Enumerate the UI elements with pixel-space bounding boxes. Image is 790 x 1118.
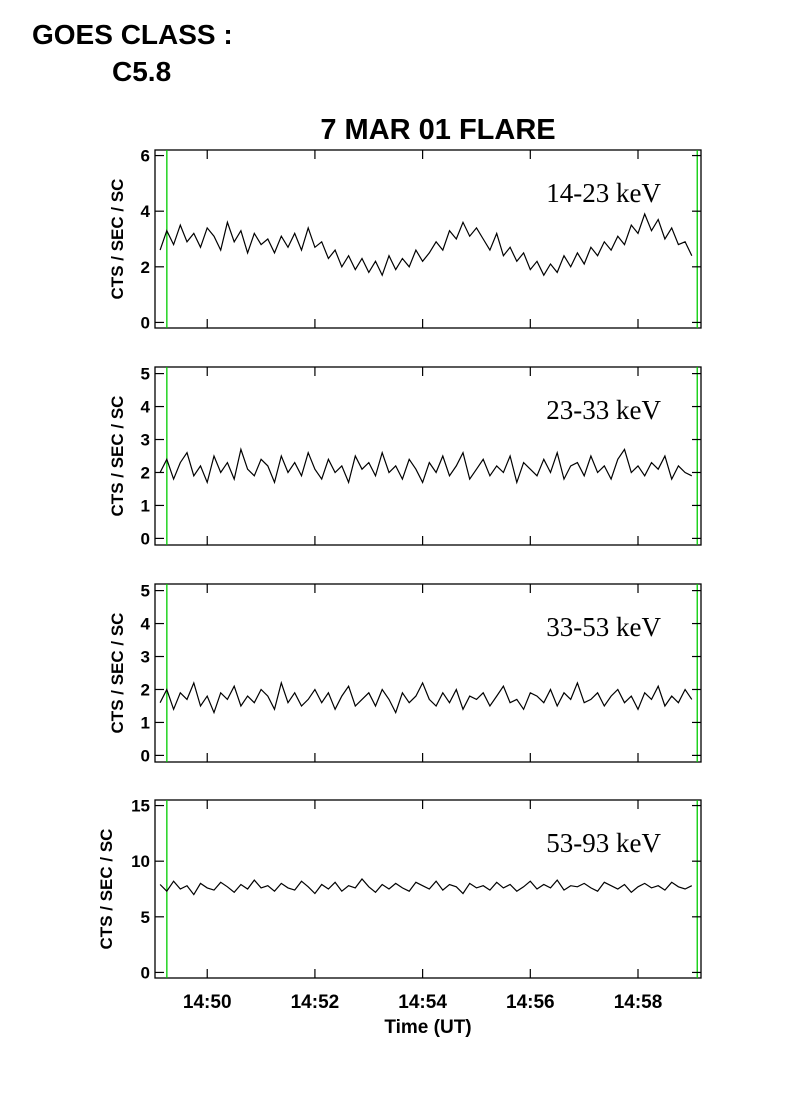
x-tick-label: 14:50 <box>183 992 232 1013</box>
y-tick-label: 0 <box>141 963 150 982</box>
data-line <box>159 447 693 485</box>
y-tick-label: 0 <box>141 746 150 765</box>
x-tick-label: 14:58 <box>614 992 663 1013</box>
y-axis-label: CTS / SEC / SC <box>108 179 127 300</box>
y-tick-label: 0 <box>141 313 150 332</box>
x-tick-label: 14:56 <box>506 992 555 1013</box>
plot-frame <box>154 799 702 979</box>
band-label: 23-33 keV <box>546 395 661 425</box>
y-tick-label: 5 <box>141 365 150 384</box>
y-tick-label: 15 <box>131 797 150 816</box>
y-tick-label: 1 <box>141 496 150 515</box>
data-line <box>159 878 693 896</box>
y-tick-label: 5 <box>141 582 150 601</box>
y-tick-label: 3 <box>141 648 150 667</box>
y-tick-label: 10 <box>131 852 150 871</box>
y-tick-label: 4 <box>141 615 151 634</box>
y-tick-label: 1 <box>141 713 150 732</box>
chart-title: 7 MAR 01 FLARE <box>320 114 555 146</box>
y-axis-label: CTS / SEC / SC <box>108 396 127 517</box>
y-tick-label: 2 <box>141 258 150 277</box>
plot-frame <box>154 366 702 546</box>
plot-frame <box>154 583 702 763</box>
band-label: 53-93 keV <box>546 828 661 858</box>
y-tick-label: 2 <box>141 680 150 699</box>
y-tick-label: 6 <box>141 147 150 166</box>
data-line <box>159 680 693 715</box>
x-tick-label: 14:52 <box>291 992 340 1013</box>
y-tick-label: 4 <box>141 398 151 417</box>
goes-label: GOES CLASS : <box>32 19 233 50</box>
goes-class: C5.8 <box>112 56 171 87</box>
y-tick-label: 5 <box>141 908 150 927</box>
y-tick-label: 4 <box>141 202 151 221</box>
y-tick-label: 0 <box>141 529 150 548</box>
y-tick-label: 2 <box>141 463 150 482</box>
x-axis-label: Time (UT) <box>384 1017 471 1038</box>
y-axis-label: CTS / SEC / SC <box>97 829 116 950</box>
y-axis-label: CTS / SEC / SC <box>108 613 127 734</box>
plot-frame <box>154 149 702 329</box>
y-tick-label: 3 <box>141 431 150 450</box>
band-label: 33-53 keV <box>546 612 661 642</box>
x-tick-label: 14:54 <box>398 992 447 1013</box>
band-label: 14-23 keV <box>546 178 661 208</box>
data-line <box>159 212 693 277</box>
